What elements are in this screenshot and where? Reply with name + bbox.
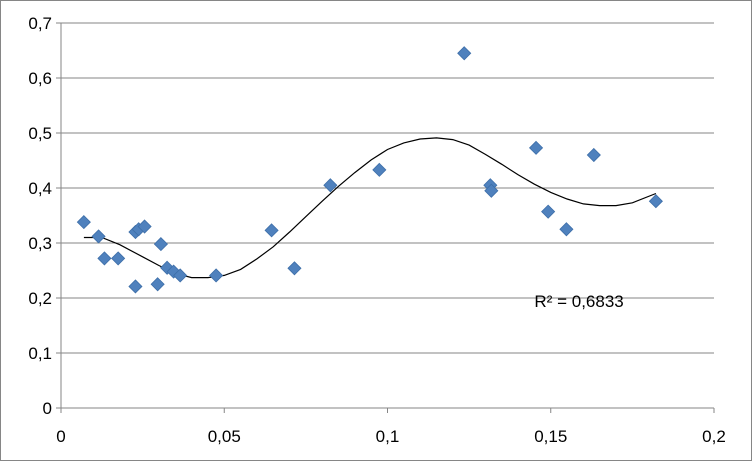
trendline-path	[83, 137, 657, 279]
data-point-diamond	[287, 261, 302, 276]
data-point-diamond	[457, 46, 472, 61]
y-tick-label: 0,3	[28, 234, 52, 253]
x-tick-label: 0,15	[534, 427, 567, 446]
trendline	[83, 137, 657, 279]
data-point-diamond	[150, 277, 165, 292]
y-tick-label: 0,6	[28, 69, 52, 88]
data-point-diamond	[91, 229, 106, 244]
data-point-diamond	[323, 178, 338, 193]
x-tick-label: 0,05	[208, 427, 241, 446]
y-tick-label: 0,2	[28, 289, 52, 308]
data-points	[76, 46, 663, 294]
data-point-diamond	[111, 251, 126, 266]
data-point-diamond	[137, 219, 152, 234]
data-point-diamond	[559, 222, 574, 237]
x-tick-label: 0,2	[702, 427, 726, 446]
data-point-diamond	[648, 194, 663, 209]
data-point-diamond	[264, 223, 279, 238]
data-point-diamond	[541, 204, 556, 219]
data-point-diamond	[209, 268, 224, 283]
y-tick-label: 0,5	[28, 124, 52, 143]
y-tick-label: 0,7	[28, 14, 52, 33]
x-tick-label: 0	[56, 427, 65, 446]
data-point-diamond	[484, 183, 499, 198]
axes	[56, 22, 715, 413]
data-point-diamond	[153, 237, 168, 252]
x-tick-label: 0,1	[376, 427, 400, 446]
data-point-diamond	[586, 147, 601, 163]
y-tick-label: 0,4	[28, 179, 52, 198]
gridlines	[61, 22, 714, 354]
y-tick-label: 0	[43, 399, 52, 418]
annotations: R² = 0,6833	[534, 292, 623, 311]
y-tick-label: 0,1	[28, 344, 52, 363]
data-point-diamond	[372, 162, 387, 177]
r-squared-label: R² = 0,6833	[534, 292, 623, 311]
data-point-diamond	[528, 140, 544, 155]
data-point-diamond	[173, 268, 188, 283]
tick-labels: 0 0,1 0,2 0,3 0,4 0,5 0,6 0,7 0 0,05 0,1 0,15 0,2	[28, 14, 725, 446]
data-point-diamond	[97, 251, 112, 266]
data-point-diamond	[76, 215, 91, 230]
data-point-diamond	[128, 279, 143, 294]
